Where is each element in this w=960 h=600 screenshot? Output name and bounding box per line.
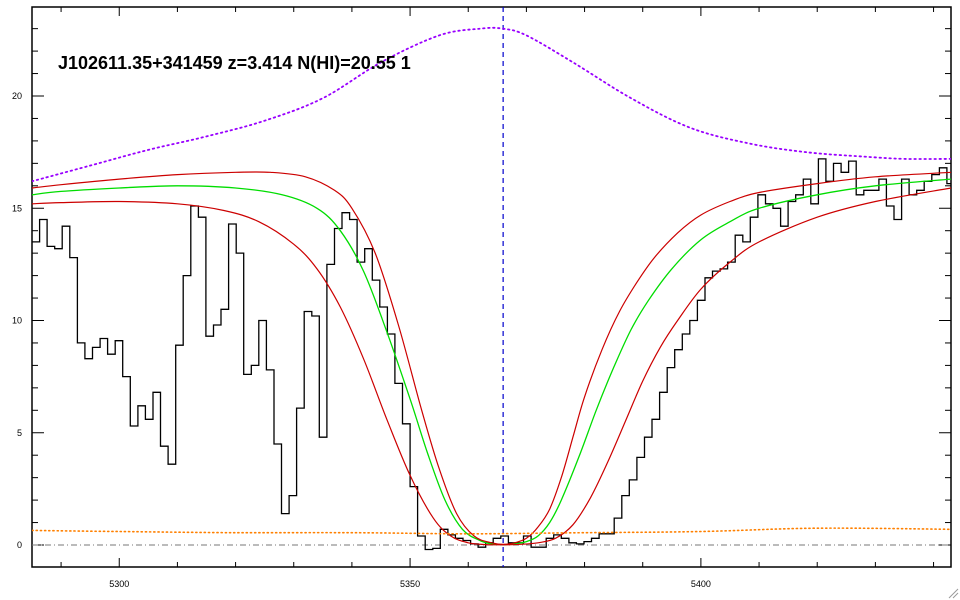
resize-grip-icon[interactable] xyxy=(947,587,959,599)
error-spectrum xyxy=(32,527,951,535)
x-tick-label: 5300 xyxy=(109,579,129,589)
axis-ticks xyxy=(32,7,951,567)
x-tick-label: 5350 xyxy=(400,579,420,589)
y-tick-label: 10 xyxy=(12,316,22,326)
plot-frame xyxy=(31,6,952,568)
chart-title: J102611.35+341459 z=3.414 N(HI)=20.55 1 xyxy=(58,53,411,73)
voigt-fit xyxy=(32,178,951,546)
y-tick-label: 20 xyxy=(12,91,22,101)
continuum-curve xyxy=(32,26,951,183)
tick-labels: 5300 5350 5400 0 5 10 15 20 xyxy=(12,91,711,589)
fit-lower-bound xyxy=(32,187,951,546)
y-tick-label: 0 xyxy=(17,540,22,550)
y-tick-label: 15 xyxy=(12,203,22,213)
reference-lines xyxy=(32,7,951,567)
fit-upper-bound xyxy=(32,171,951,545)
series-layer xyxy=(32,26,951,551)
x-tick-label: 5400 xyxy=(691,579,711,589)
y-tick-label: 5 xyxy=(17,428,22,438)
